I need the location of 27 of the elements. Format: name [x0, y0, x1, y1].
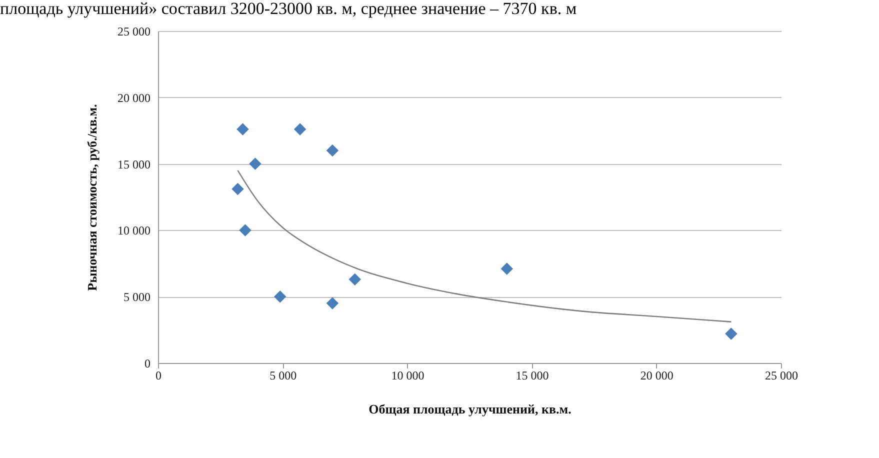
x-tick-label: 25 000: [765, 368, 798, 382]
y-axis-title: Рыночная стоимость, руб./кв.м.: [84, 104, 100, 291]
y-tick-label: 15 000: [118, 157, 150, 172]
y-tick-label: 20 000: [118, 90, 150, 105]
x-tick-label: 20 000: [640, 368, 674, 382]
point: [232, 182, 244, 196]
point: [249, 158, 262, 170]
line-series: [237, 170, 732, 322]
point: [274, 290, 286, 303]
point: [326, 144, 339, 157]
x-tick-label: 5 000: [270, 368, 297, 382]
point: [236, 123, 249, 136]
y-tick-label: 0: [144, 356, 150, 370]
x-tick-label: 10 000: [391, 368, 424, 382]
x-tick-label: 15 000: [516, 368, 549, 382]
point: [326, 297, 339, 310]
point: [239, 224, 252, 236]
point: [294, 123, 306, 136]
point: [500, 262, 514, 275]
point: [725, 328, 738, 340]
text: площадь улучшений» составил 3200-23000 кв. м, среднее значение – 7370 кв. м: [0, 0, 577, 18]
y-tick-label: 25 000: [118, 24, 150, 38]
y-tick-label: 10 000: [118, 224, 150, 238]
y-tick-label: 5 000: [124, 290, 150, 304]
x-axis-title: Общая площадь улучшений, кв.м.: [368, 402, 572, 416]
point: [348, 273, 361, 286]
x-tick-label: 0: [156, 368, 162, 382]
